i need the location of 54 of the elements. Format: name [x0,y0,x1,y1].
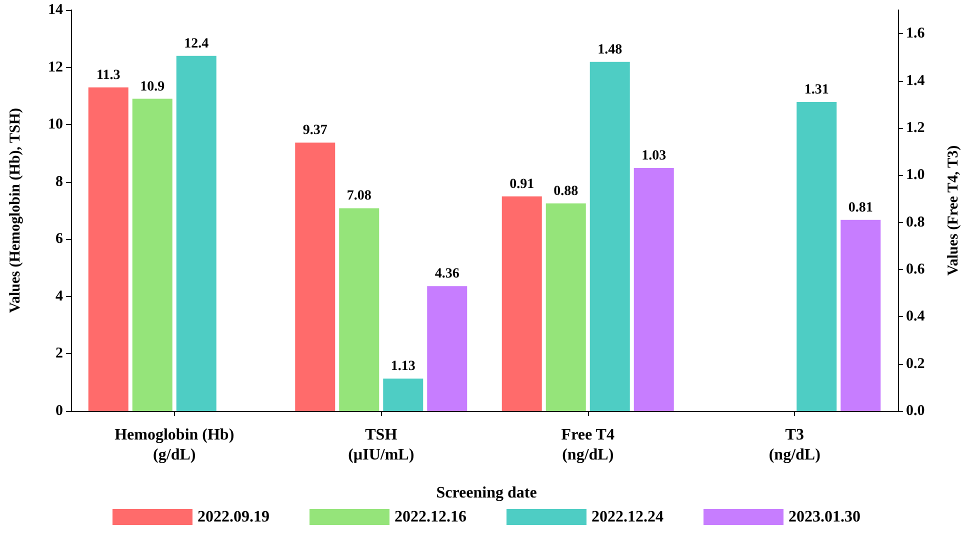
bar [339,208,380,411]
bar [383,378,424,411]
bar [295,142,336,411]
y2-axis-title: Values (Free T4, T3) [946,145,962,276]
y-tick-label: 6 [56,231,64,248]
data-label: 0.91 [510,176,534,192]
y-tick-label: 0 [56,403,63,419]
y2-tick-label: 1.4 [906,72,926,89]
y-tick-label: 10 [48,116,63,133]
data-label: 12.4 [184,36,209,52]
data-label: 11.3 [96,68,120,83]
y2-tick-label: 0.0 [906,403,925,419]
y-axis-title: Values (Hemoglobin (Hb), TSH) [8,108,24,314]
bar [634,168,674,411]
data-label: 10.9 [140,79,165,94]
x-tick-label: Hemoglobin (Hb) (g/dL) [114,426,234,464]
data-label: 0.88 [554,184,578,199]
legend-label: 2022.12.24 [592,508,664,526]
y2-tick-label: 0.8 [906,214,925,230]
data-label: 1.31 [804,82,829,98]
y-tick-label: 4 [56,288,64,304]
bar [427,286,468,411]
y2-tick-label: 1.2 [906,120,925,136]
data-label: 1.48 [598,42,622,58]
legend-title: Screening date [436,484,537,502]
bar [132,98,172,411]
bar [546,203,586,411]
data-label: 7.08 [346,188,372,204]
data-label: 4.36 [434,266,460,282]
y2-tick-label: 0.4 [906,308,926,325]
data-label: 0.81 [848,200,873,216]
x-tick-label: TSH (µIU/mL) [348,426,414,464]
x-tick-label: Free T4 (ng/dL) [561,426,614,464]
y-tick-label: 14 [48,2,64,18]
bar [840,220,881,411]
legend-label: 2022.09.19 [198,508,270,526]
y2-tick-label: 1.6 [906,26,926,42]
bar [88,87,128,411]
bar [796,102,837,411]
data-label: 1.13 [390,359,416,374]
x-tick-label: T3 (ng/dL) [768,426,820,464]
y2-tick-label: 1.0 [906,167,925,184]
y2-tick-label: 0.6 [906,261,926,278]
legend-label: 2023.01.30 [788,508,860,526]
bar [590,62,630,411]
y-tick-label: 8 [56,174,63,190]
y-tick-label: 12 [48,59,63,76]
y2-tick-label: 0.2 [906,356,925,372]
bar [502,196,542,411]
data-label: 1.03 [642,148,666,164]
legend-label: 2022.12.16 [394,508,466,526]
y-tick-label: 2 [56,346,63,362]
data-label: 9.37 [302,123,328,138]
bar [176,56,216,411]
